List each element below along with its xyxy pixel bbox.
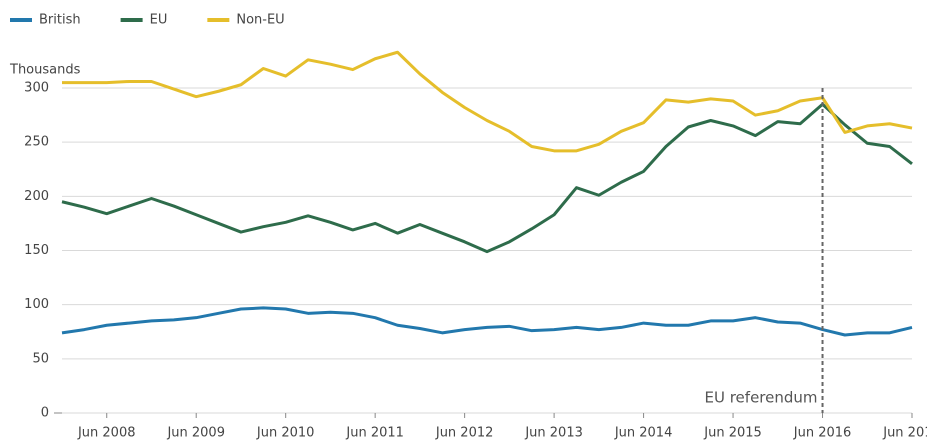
y-tick-label: 0 xyxy=(41,406,49,421)
x-tick-label: Jun 2016 xyxy=(793,426,852,441)
legend-label: Non-EU xyxy=(236,13,284,28)
x-tick-label: Jun 2015 xyxy=(703,426,762,441)
x-tick-label: Jun 2010 xyxy=(256,426,315,441)
x-tick-label: Jun 2009 xyxy=(166,426,225,441)
annotation-text: EU referendum xyxy=(705,389,818,407)
y-tick-label: 50 xyxy=(32,351,49,366)
x-tick-label: Jun 2017 xyxy=(882,426,927,441)
y-tick-label: 250 xyxy=(24,135,49,150)
y-tick-label: 300 xyxy=(24,81,49,96)
series-line xyxy=(61,102,913,254)
x-tick-label: Jun 2008 xyxy=(77,426,136,441)
y-tick-label: 150 xyxy=(24,243,49,258)
legend-label: British xyxy=(39,13,81,28)
legend-label: EU xyxy=(150,13,168,28)
y-tick-label: 100 xyxy=(24,297,49,312)
y-tick-label: 200 xyxy=(24,189,49,204)
x-tick-label: Jun 2013 xyxy=(524,426,583,441)
series-line xyxy=(61,306,913,337)
series-line xyxy=(62,50,913,153)
x-tick-label: Jun 2012 xyxy=(435,426,494,441)
x-tick-label: Jun 2011 xyxy=(345,426,404,441)
x-tick-label: Jun 2014 xyxy=(614,426,673,441)
y-axis-label: Thousands xyxy=(9,63,81,78)
